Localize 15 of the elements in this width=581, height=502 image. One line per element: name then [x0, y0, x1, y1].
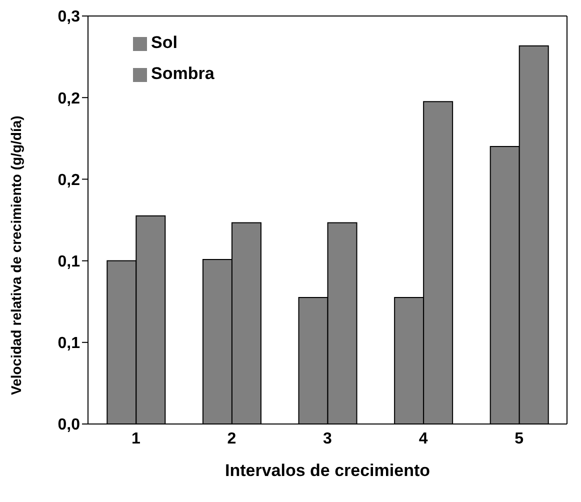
x-axis-title: Intervalos de crecimiento — [224, 461, 430, 480]
y-tick-label: 0,2 — [58, 172, 80, 189]
y-tick-label: 0,1 — [58, 253, 80, 270]
y-tick-label: 0,2 — [58, 90, 80, 108]
y-tick-label: 0,3 — [58, 8, 80, 26]
x-tick-label: 2 — [227, 430, 236, 448]
x-tick-label: 3 — [323, 430, 332, 448]
y-tick-label: 0,1 — [58, 335, 80, 352]
y-tick-label: 0,0 — [58, 416, 80, 434]
legend-label: Sombra — [151, 64, 214, 83]
x-tick-label: 5 — [514, 430, 524, 448]
legend-label: Sol — [151, 33, 178, 52]
y-axis-title: Velocidad relativa de crecimiento (g/g/día) — [8, 116, 24, 395]
x-tick-label: 4 — [418, 430, 428, 448]
x-tick-label: 1 — [131, 430, 140, 448]
